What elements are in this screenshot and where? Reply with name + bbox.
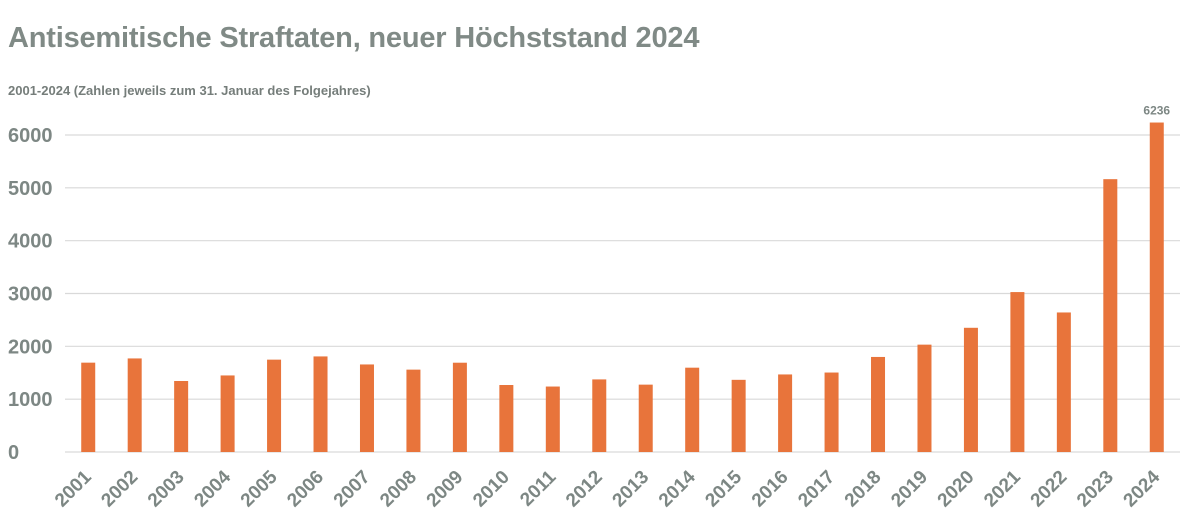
bar-2013 [638,384,653,452]
chart-subtitle: 2001-2024 (Zahlen jeweils zum 31. Januar… [8,83,371,98]
bar-2012 [592,379,607,452]
bar-2021 [1010,292,1025,452]
data-label: 6236 [1143,104,1170,118]
x-tick-label: 2013 [609,467,654,512]
bar-2008 [406,369,421,452]
bar-2005 [267,359,282,452]
x-tick-label: 2002 [97,467,142,512]
bar-2023 [1103,179,1118,452]
x-tick-label: 2022 [1027,467,1072,512]
y-tick-label: 4000 [8,231,53,253]
x-tick-label: 2003 [144,467,189,512]
x-tick-label: 2020 [934,467,979,512]
x-tick-label: 2017 [794,467,839,512]
bar-2009 [452,362,467,452]
x-tick-label: 2010 [469,467,514,512]
bar-2017 [824,372,839,452]
bar-2018 [871,356,886,452]
x-axis-ticks: 2001 2002 2003 2004 2005 2006 2007 2008 2009 2010… [51,466,1165,511]
bar-2014 [685,367,700,452]
y-tick-label: 0 [8,442,19,464]
x-tick-label: 2018 [841,467,886,512]
bar-2001 [81,362,96,452]
x-tick-label: 2015 [701,466,746,511]
x-tick-label: 2008 [376,467,421,512]
bar-2003 [174,380,189,452]
x-tick-label: 2024 [1120,466,1165,511]
bar-2022 [1056,312,1071,452]
y-tick-label: 2000 [8,336,53,358]
bars [81,122,1164,452]
y-tick-label: 6000 [8,125,53,147]
bar-2024 [1149,122,1164,452]
gridlines [65,134,1180,453]
bar-2006 [313,356,328,452]
bar-2010 [499,385,514,452]
x-tick-label: 2001 [51,466,96,511]
y-axis-ticks: 0 1000 2000 3000 4000 5000 6000 [8,125,53,464]
bar-2004 [220,375,235,452]
x-tick-label: 2014 [655,466,700,511]
bar-2016 [778,374,793,452]
x-tick-label: 2004 [190,466,235,511]
bar-2020 [963,327,978,452]
x-tick-label: 2023 [1073,467,1118,512]
bar-2015 [731,379,746,452]
bar-2007 [359,364,374,452]
bar-2019 [917,344,932,452]
x-tick-label: 2011 [516,466,560,510]
x-tick-label: 2007 [330,467,375,512]
x-tick-label: 2005 [237,466,282,511]
y-tick-label: 1000 [8,389,53,411]
bar-2002 [127,358,142,452]
x-tick-label: 2012 [562,467,607,512]
x-tick-label: 2009 [423,467,468,512]
y-tick-label: 5000 [8,178,53,200]
x-tick-label: 2006 [283,467,328,512]
data-labels: 6236 [1143,104,1170,118]
x-tick-label: 2019 [887,467,932,512]
y-tick-label: 3000 [8,284,53,306]
chart-title: Antisemitische Straftaten, neuer Höchsts… [8,22,700,54]
bar-2011 [545,386,560,452]
x-tick-label: 2016 [748,467,793,512]
x-tick-label: 2021 [980,466,1025,511]
